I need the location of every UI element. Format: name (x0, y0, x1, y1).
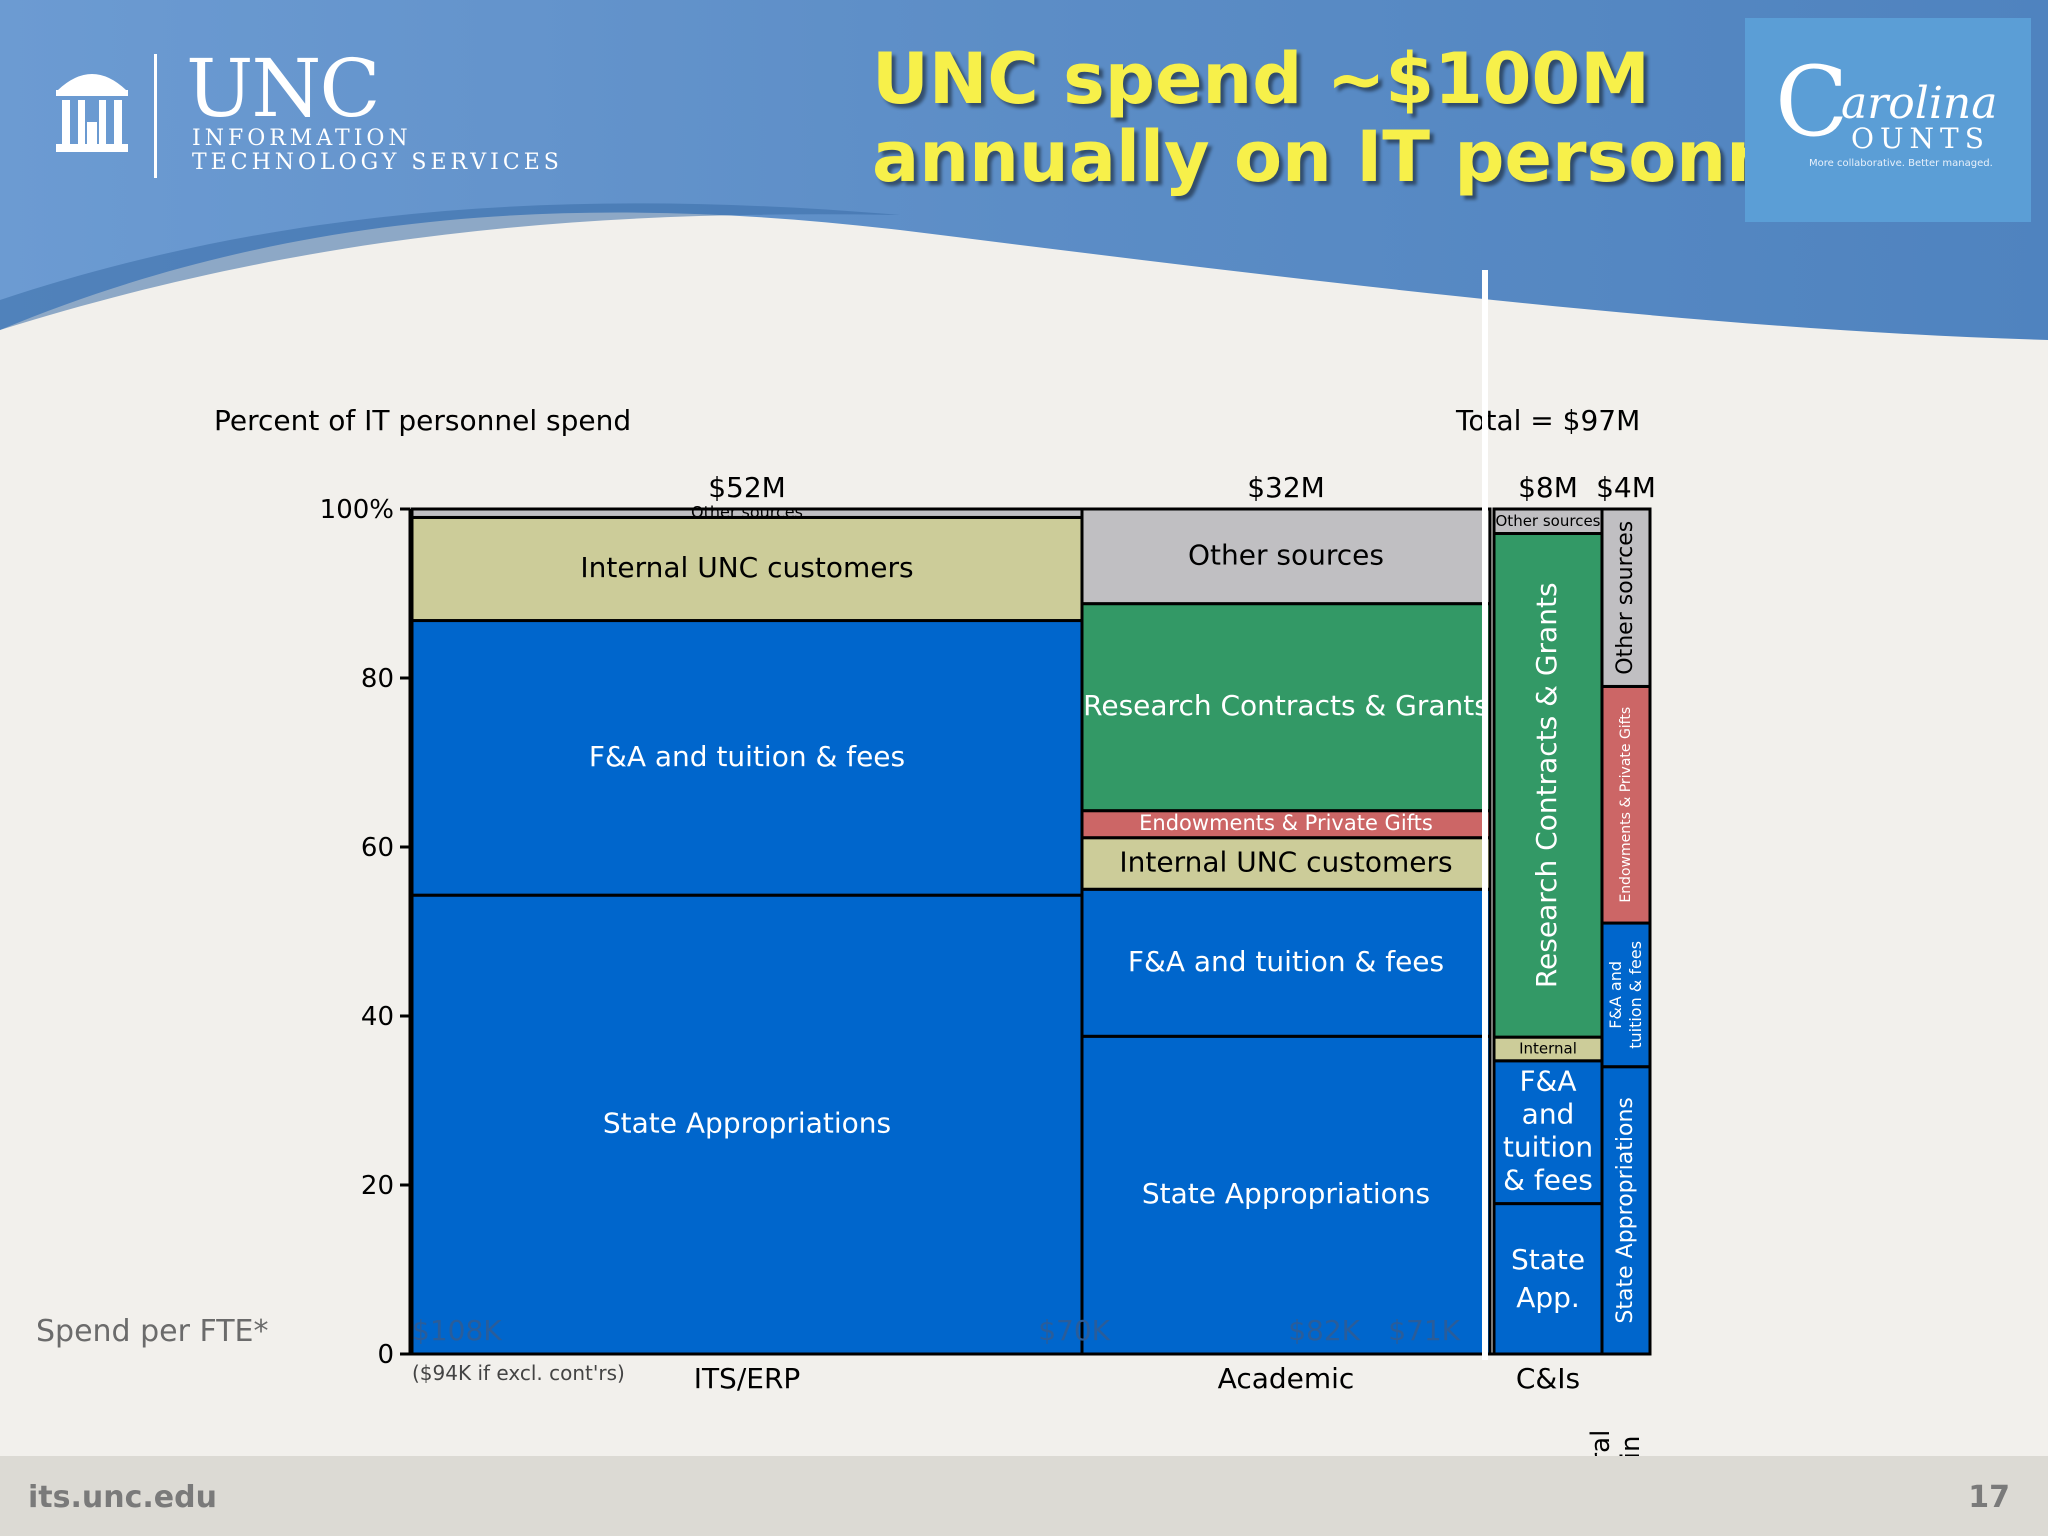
segment-label: Other sources (1188, 538, 1384, 571)
y-tick-label: 80 (361, 664, 394, 694)
segment-label: Internal UNC customers (1119, 845, 1452, 878)
y-tick-label: 60 (361, 833, 394, 863)
bar-segment (1600, 921, 1652, 1069)
segment-label: State Appropriations (1613, 1097, 1638, 1323)
cc-logo-tagline: More collaborative. Better managed. (1809, 158, 1993, 169)
y-tick-label: 100% (320, 495, 394, 525)
segment-label: Research Contracts & Grants (1530, 582, 1563, 988)
title-line-2: annually on IT personnel (872, 116, 1848, 198)
column-total-label: $32M (1247, 471, 1325, 504)
segment-label: F&A and tuition & fees (589, 740, 905, 773)
bar-segment (1600, 507, 1652, 688)
bar-segment (1080, 809, 1492, 840)
segment-label: State App. (1511, 1243, 1585, 1314)
carolina-counts-logo: C arolina OUNTS More collaborative. Bett… (1745, 18, 2031, 222)
bar-segment (1492, 1059, 1604, 1206)
segment-label: State Appropriations (1142, 1177, 1430, 1210)
cc-logo-c: C (1775, 46, 1849, 158)
bar-segment (1492, 532, 1604, 1039)
segment-label: Endowments & Private Gifts (1618, 707, 1634, 903)
segment-label: F&A andtuition & fees (1606, 941, 1645, 1049)
unc-logo-text: UNC (186, 42, 381, 135)
old-well-icon (56, 74, 128, 152)
segment-label: F&A and tuition & fees (1128, 945, 1444, 978)
fte-spend-value: $108K (412, 1314, 502, 1347)
logo-subtitle-2: TECHNOLOGY SERVICES (192, 150, 563, 175)
segment-label: Other sources (1496, 512, 1601, 530)
y-tick-label: 40 (361, 1002, 394, 1032)
fte-spend-note: ($94K if excl. cont'rs) (412, 1361, 625, 1385)
segment-label: Other sources (1613, 521, 1638, 675)
bar-segment (1080, 1034, 1492, 1356)
header-banner (0, 0, 2048, 340)
fte-spend-value: $82K (1288, 1314, 1360, 1347)
y-axis-title: Percent of IT personnel spend (214, 404, 632, 437)
footer-bar (0, 1456, 2048, 1536)
logo-subtitle-1: INFORMATION (192, 126, 412, 151)
column-category-label: C&Is (1516, 1362, 1580, 1395)
bar-segment (410, 893, 1084, 1356)
column-total-label: $4M (1596, 471, 1656, 504)
segment-label: F&A and tuition & fees (1503, 1065, 1593, 1197)
page-number: 17 (1968, 1480, 2010, 1515)
logo-divider (154, 54, 157, 178)
y-tick-label: 0 (377, 1340, 394, 1370)
column-category-label: Academic (1218, 1362, 1355, 1395)
title-line-1: UNC spend ~$100M (872, 38, 1650, 120)
y-tick-label: 20 (361, 1171, 394, 1201)
column-total-label: $52M (708, 471, 786, 504)
bar-segment (1080, 507, 1492, 606)
footer-url: its.unc.edu (28, 1480, 217, 1515)
column-separator-line (1482, 270, 1488, 1360)
bar-segment (410, 619, 1084, 897)
slide-title: UNC spend ~$100M annually on IT personne… (872, 40, 1847, 196)
segment-label: Other sources (691, 503, 803, 522)
bar-segment (1492, 507, 1604, 536)
segment-label: Internal (1519, 1039, 1577, 1057)
column-category-label: ITS/ERP (694, 1362, 801, 1395)
fte-spend-value: $70K (1038, 1314, 1110, 1347)
cc-logo-word1: arolina (1841, 78, 1998, 129)
segment-label: Internal UNC customers (580, 551, 913, 584)
segment-label: State Appropriations (603, 1107, 891, 1140)
fte-label: Spend per FTE* (36, 1314, 269, 1349)
bar-segment (1080, 887, 1492, 1038)
cc-logo-word2: OUNTS (1851, 122, 1990, 155)
segment-label: Endowments & Private Gifts (1139, 811, 1433, 835)
bar-segment (1600, 684, 1652, 925)
bar-segment (1492, 1202, 1604, 1356)
fte-spend-value: $71K (1388, 1314, 1460, 1347)
segment-label: Research Contracts & Grants (1083, 689, 1489, 722)
bar-segment (410, 515, 1084, 623)
column-total-label: $8M (1518, 471, 1578, 504)
bar-segment (1080, 602, 1492, 813)
